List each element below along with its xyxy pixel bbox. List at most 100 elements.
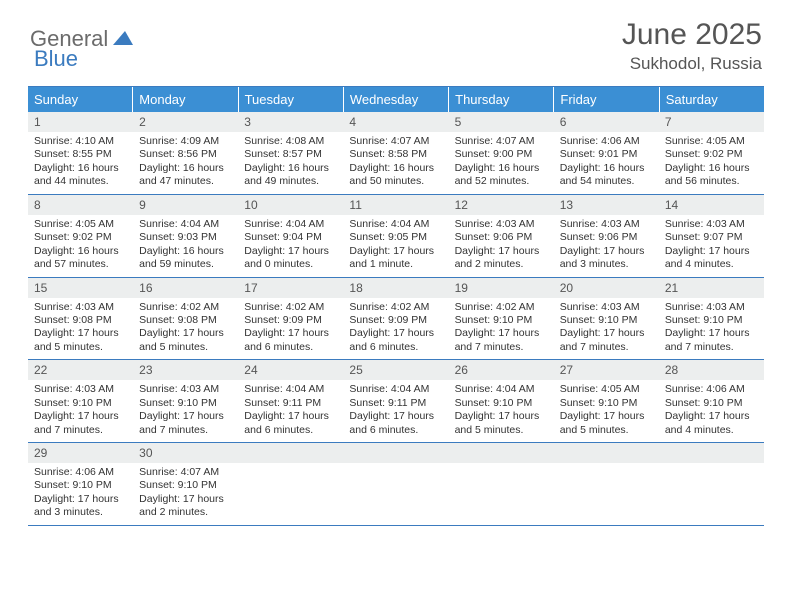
day-header: Friday: [554, 87, 659, 112]
day-details: Sunrise: 4:04 AMSunset: 9:11 PMDaylight:…: [238, 380, 343, 442]
day-number: 27: [554, 360, 659, 380]
day-cell: 16Sunrise: 4:02 AMSunset: 9:08 PMDayligh…: [133, 278, 238, 360]
day-cell: 13Sunrise: 4:03 AMSunset: 9:06 PMDayligh…: [554, 195, 659, 277]
day-number: 14: [659, 195, 764, 215]
day-details: Sunrise: 4:02 AMSunset: 9:09 PMDaylight:…: [343, 298, 448, 360]
day-details: Sunrise: 4:03 AMSunset: 9:10 PMDaylight:…: [28, 380, 133, 442]
header: General June 2025 Sukhodol, Russia: [0, 0, 792, 80]
day-number: 2: [133, 112, 238, 132]
day-cell: 10Sunrise: 4:04 AMSunset: 9:04 PMDayligh…: [238, 195, 343, 277]
day-number: 1: [28, 112, 133, 132]
day-number: 4: [343, 112, 448, 132]
week-row: 1Sunrise: 4:10 AMSunset: 8:55 PMDaylight…: [28, 112, 764, 195]
day-details: Sunrise: 4:03 AMSunset: 9:08 PMDaylight:…: [28, 298, 133, 360]
week-row: 29Sunrise: 4:06 AMSunset: 9:10 PMDayligh…: [28, 443, 764, 526]
day-details: Sunrise: 4:05 AMSunset: 9:02 PMDaylight:…: [659, 132, 764, 194]
page-title: June 2025: [622, 18, 762, 52]
day-details-empty: [449, 463, 554, 515]
day-details-empty: [238, 463, 343, 515]
day-number-empty: [343, 443, 448, 463]
day-cell: 22Sunrise: 4:03 AMSunset: 9:10 PMDayligh…: [28, 360, 133, 442]
day-cell: 9Sunrise: 4:04 AMSunset: 9:03 PMDaylight…: [133, 195, 238, 277]
day-details: Sunrise: 4:06 AMSunset: 9:10 PMDaylight:…: [659, 380, 764, 442]
day-details-empty: [659, 463, 764, 515]
day-cell: [449, 443, 554, 525]
day-number: 15: [28, 278, 133, 298]
day-number-empty: [554, 443, 659, 463]
day-number: 7: [659, 112, 764, 132]
day-cell: 18Sunrise: 4:02 AMSunset: 9:09 PMDayligh…: [343, 278, 448, 360]
day-number: 8: [28, 195, 133, 215]
day-cell: 8Sunrise: 4:05 AMSunset: 9:02 PMDaylight…: [28, 195, 133, 277]
day-number: 5: [449, 112, 554, 132]
day-cell: 27Sunrise: 4:05 AMSunset: 9:10 PMDayligh…: [554, 360, 659, 442]
day-details-empty: [554, 463, 659, 515]
day-cell: 20Sunrise: 4:03 AMSunset: 9:10 PMDayligh…: [554, 278, 659, 360]
day-cell: 12Sunrise: 4:03 AMSunset: 9:06 PMDayligh…: [449, 195, 554, 277]
day-cell: 29Sunrise: 4:06 AMSunset: 9:10 PMDayligh…: [28, 443, 133, 525]
day-number: 12: [449, 195, 554, 215]
day-details: Sunrise: 4:03 AMSunset: 9:06 PMDaylight:…: [554, 215, 659, 277]
day-header: Tuesday: [239, 87, 344, 112]
day-cell: 15Sunrise: 4:03 AMSunset: 9:08 PMDayligh…: [28, 278, 133, 360]
day-number: 18: [343, 278, 448, 298]
day-cell: 3Sunrise: 4:08 AMSunset: 8:57 PMDaylight…: [238, 112, 343, 194]
day-details: Sunrise: 4:04 AMSunset: 9:05 PMDaylight:…: [343, 215, 448, 277]
day-details: Sunrise: 4:10 AMSunset: 8:55 PMDaylight:…: [28, 132, 133, 194]
day-details: Sunrise: 4:02 AMSunset: 9:10 PMDaylight:…: [449, 298, 554, 360]
day-cell: 6Sunrise: 4:06 AMSunset: 9:01 PMDaylight…: [554, 112, 659, 194]
day-cell: [659, 443, 764, 525]
day-details: Sunrise: 4:04 AMSunset: 9:10 PMDaylight:…: [449, 380, 554, 442]
day-details: Sunrise: 4:02 AMSunset: 9:08 PMDaylight:…: [133, 298, 238, 360]
day-cell: [238, 443, 343, 525]
day-cell: 7Sunrise: 4:05 AMSunset: 9:02 PMDaylight…: [659, 112, 764, 194]
day-number: 17: [238, 278, 343, 298]
day-details: Sunrise: 4:06 AMSunset: 9:10 PMDaylight:…: [28, 463, 133, 525]
day-number: 29: [28, 443, 133, 463]
day-number-empty: [449, 443, 554, 463]
day-header: Sunday: [28, 87, 133, 112]
day-cell: 23Sunrise: 4:03 AMSunset: 9:10 PMDayligh…: [133, 360, 238, 442]
day-header: Monday: [133, 87, 238, 112]
day-details: Sunrise: 4:03 AMSunset: 9:06 PMDaylight:…: [449, 215, 554, 277]
day-header: Saturday: [660, 87, 764, 112]
logo-triangle-icon: [113, 29, 133, 50]
day-cell: 28Sunrise: 4:06 AMSunset: 9:10 PMDayligh…: [659, 360, 764, 442]
day-details: Sunrise: 4:03 AMSunset: 9:07 PMDaylight:…: [659, 215, 764, 277]
week-row: 15Sunrise: 4:03 AMSunset: 9:08 PMDayligh…: [28, 278, 764, 361]
day-header: Wednesday: [344, 87, 449, 112]
day-details: Sunrise: 4:04 AMSunset: 9:03 PMDaylight:…: [133, 215, 238, 277]
location-label: Sukhodol, Russia: [622, 54, 762, 74]
day-number-empty: [238, 443, 343, 463]
day-details: Sunrise: 4:05 AMSunset: 9:10 PMDaylight:…: [554, 380, 659, 442]
day-details: Sunrise: 4:06 AMSunset: 9:01 PMDaylight:…: [554, 132, 659, 194]
calendar-grid: SundayMondayTuesdayWednesdayThursdayFrid…: [28, 86, 764, 526]
day-cell: [554, 443, 659, 525]
day-number: 24: [238, 360, 343, 380]
day-cell: 11Sunrise: 4:04 AMSunset: 9:05 PMDayligh…: [343, 195, 448, 277]
day-number: 6: [554, 112, 659, 132]
day-details: Sunrise: 4:02 AMSunset: 9:09 PMDaylight:…: [238, 298, 343, 360]
day-number: 13: [554, 195, 659, 215]
day-details: Sunrise: 4:04 AMSunset: 9:11 PMDaylight:…: [343, 380, 448, 442]
day-number: 9: [133, 195, 238, 215]
day-number: 28: [659, 360, 764, 380]
day-number-empty: [659, 443, 764, 463]
day-cell: 5Sunrise: 4:07 AMSunset: 9:00 PMDaylight…: [449, 112, 554, 194]
week-row: 22Sunrise: 4:03 AMSunset: 9:10 PMDayligh…: [28, 360, 764, 443]
day-number: 25: [343, 360, 448, 380]
day-number: 16: [133, 278, 238, 298]
day-header-row: SundayMondayTuesdayWednesdayThursdayFrid…: [28, 87, 764, 112]
title-block: June 2025 Sukhodol, Russia: [622, 18, 762, 74]
day-details: Sunrise: 4:07 AMSunset: 8:58 PMDaylight:…: [343, 132, 448, 194]
day-cell: 1Sunrise: 4:10 AMSunset: 8:55 PMDaylight…: [28, 112, 133, 194]
day-number: 23: [133, 360, 238, 380]
day-details: Sunrise: 4:03 AMSunset: 9:10 PMDaylight:…: [133, 380, 238, 442]
day-cell: 14Sunrise: 4:03 AMSunset: 9:07 PMDayligh…: [659, 195, 764, 277]
day-number: 26: [449, 360, 554, 380]
day-number: 20: [554, 278, 659, 298]
logo-text-blue: Blue: [34, 46, 78, 72]
day-cell: 4Sunrise: 4:07 AMSunset: 8:58 PMDaylight…: [343, 112, 448, 194]
day-details: Sunrise: 4:05 AMSunset: 9:02 PMDaylight:…: [28, 215, 133, 277]
day-cell: 2Sunrise: 4:09 AMSunset: 8:56 PMDaylight…: [133, 112, 238, 194]
